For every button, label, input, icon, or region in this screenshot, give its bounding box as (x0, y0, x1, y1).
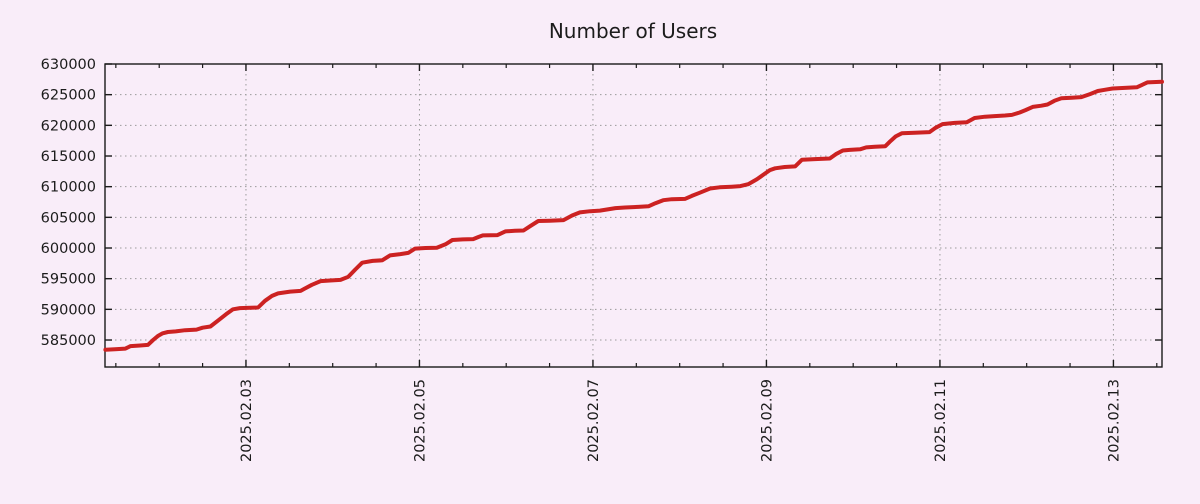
y-tick-label: 615000 (41, 149, 96, 165)
x-tick-label: 2025.02.03 (239, 379, 255, 462)
users-data-line (103, 79, 1164, 352)
y-tick-label: 620000 (41, 118, 96, 134)
label-layer: 585000 590000 595000 600000 605000 610000 6150… (41, 57, 1123, 462)
y-tick-label: 595000 (41, 272, 96, 288)
y-tick-label: 590000 (41, 302, 96, 318)
y-tick-label: 610000 (41, 180, 96, 196)
axis-layer (104, 63, 1163, 368)
y-tick-label: 625000 (41, 88, 96, 104)
x-tick-label: 2025.02.11 (933, 379, 949, 462)
y-tick-label: 585000 (41, 333, 96, 349)
plot-frame (104, 63, 1163, 368)
x-tick-label: 2025.02.07 (586, 379, 602, 462)
grid-layer (105, 64, 1162, 367)
chart-title: Number of Users (549, 19, 717, 43)
y-tick-label: 600000 (41, 241, 96, 257)
x-tick-label: 2025.02.05 (412, 379, 428, 462)
x-tick-label: 2025.02.13 (1106, 379, 1122, 462)
x-tick-label: 2025.02.09 (759, 379, 775, 462)
y-tick-label: 605000 (41, 210, 96, 226)
y-tick-label: 630000 (41, 57, 96, 73)
series-layer (103, 79, 1164, 352)
